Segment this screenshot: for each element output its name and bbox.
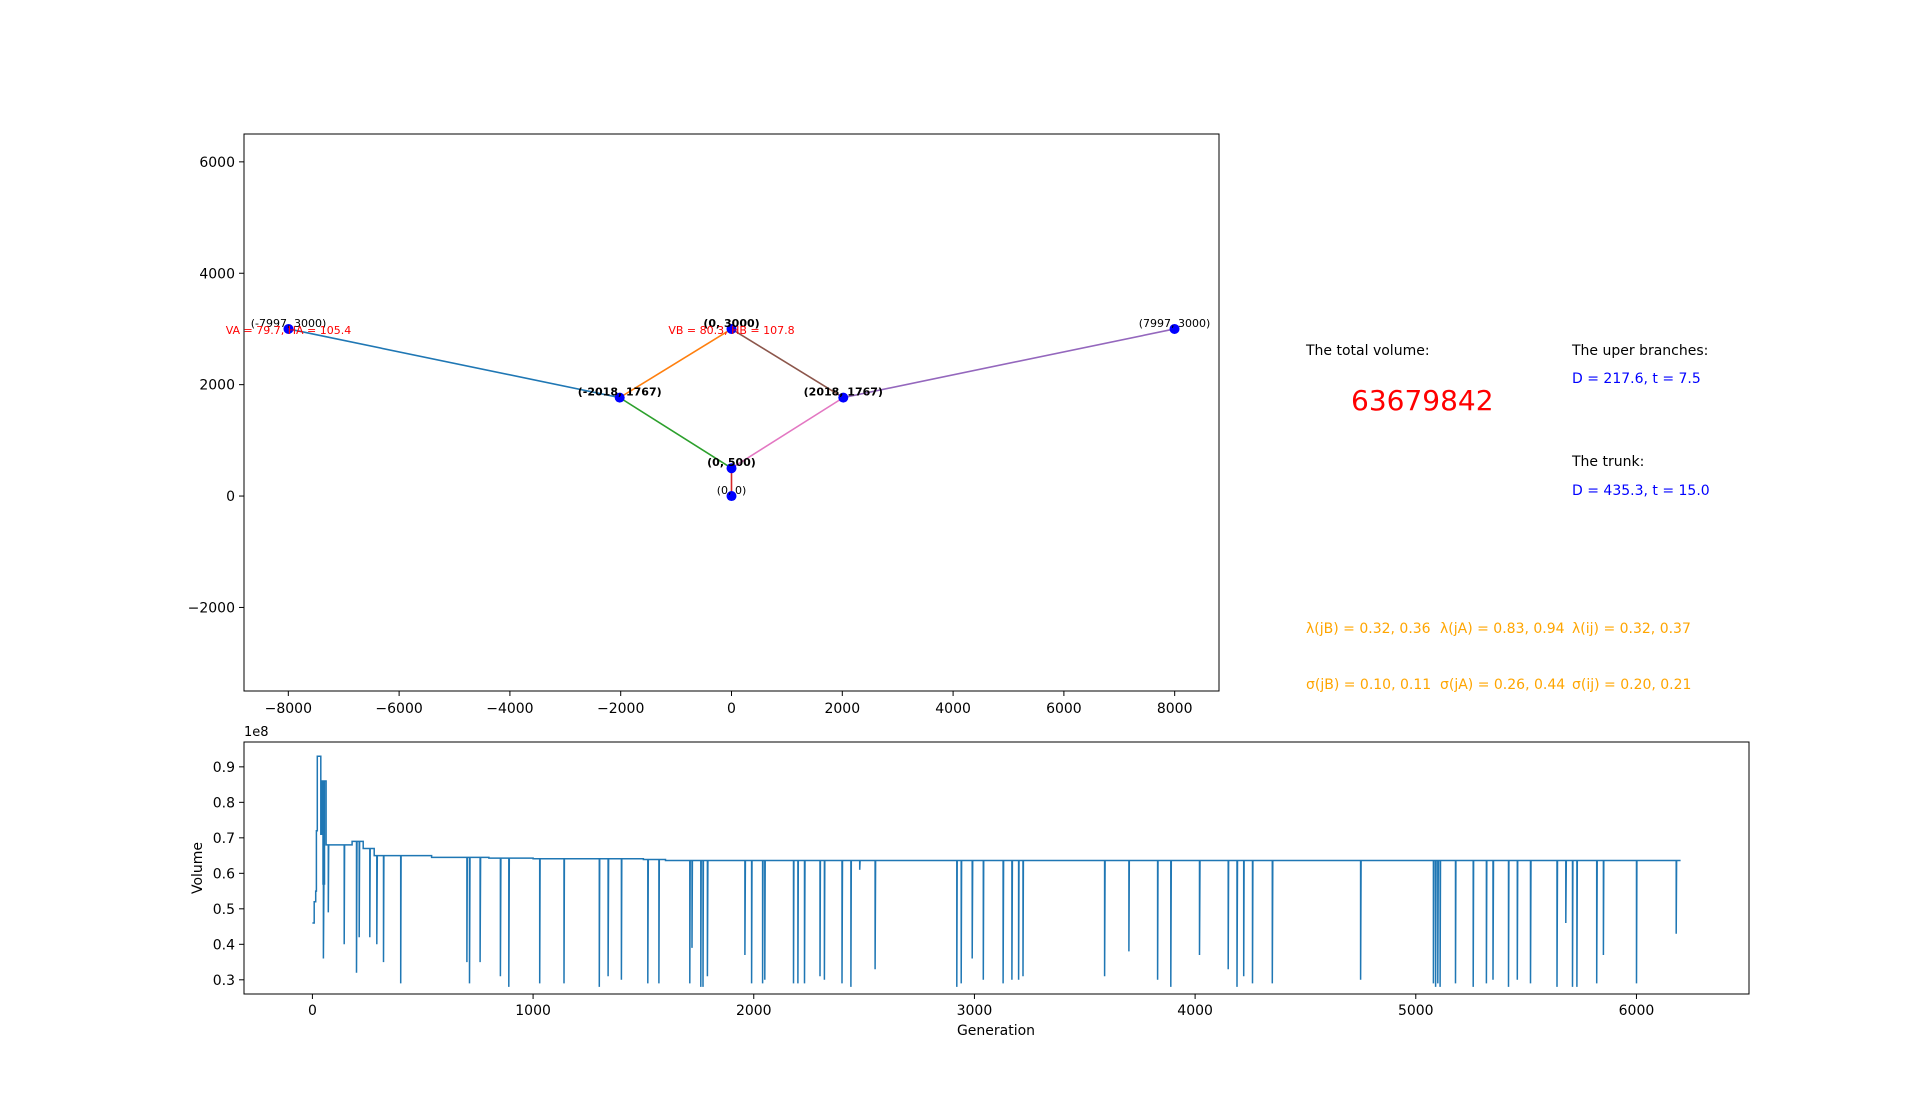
x-tick-label: 0 <box>308 1003 317 1019</box>
plot2-y-axis: 0.3 0.4 0.5 0.6 0.7 0.8 0.9 <box>213 760 244 989</box>
upper-branches-value: D = 217.6, t = 7.5 <box>1572 371 1701 387</box>
x-tick-label: 4000 <box>1177 1003 1213 1019</box>
tree-node-labels: (-7997, 3000) (0, 3000) (7997, 3000) (-2018… <box>251 317 1211 497</box>
upper-branches-label: The uper branches: <box>1572 343 1709 359</box>
y-tick-label: 0.3 <box>213 973 235 989</box>
total-volume-value: 63679842 <box>1351 384 1494 417</box>
y-tick-label: 4000 <box>199 266 235 282</box>
tree-node-label: (2018, 1767) <box>804 386 883 399</box>
y-axis-label: Volume <box>190 842 206 894</box>
x-tick-label: 0 <box>727 701 736 717</box>
y-tick-label: 0.4 <box>213 937 235 953</box>
trunk-value: D = 435.3, t = 15.0 <box>1572 483 1710 499</box>
branch-annotation: VA = 79.7, HA = 105.4 <box>226 324 352 337</box>
tree-edge <box>843 328 1175 399</box>
tree-edge <box>288 328 620 399</box>
tree-node-point <box>726 463 737 474</box>
x-axis-label: Generation <box>957 1023 1035 1039</box>
tree-annotations: VA = 79.7, HA = 105.4 VB = 80.3, HB = 107… <box>226 324 795 337</box>
x-tick-label: −6000 <box>375 701 422 717</box>
x-tick-label: −8000 <box>265 701 312 717</box>
tree-edge <box>731 328 844 399</box>
y-tick-label: 0.8 <box>213 795 235 811</box>
tree-node-point <box>283 323 294 334</box>
tree-nodes <box>283 323 1180 502</box>
lambda-ij: λ(ij) = 0.32, 0.37 <box>1572 621 1691 637</box>
plot1-frame <box>243 133 1220 692</box>
tree-node-point <box>726 323 737 334</box>
x-tick-label: 1000 <box>515 1003 551 1019</box>
tree-node-point <box>838 392 849 403</box>
volume-series-line <box>312 755 1681 987</box>
total-volume-label: The total volume: <box>1306 343 1430 359</box>
tree-node-point <box>1169 323 1180 334</box>
tree-node-label: (0, 0) <box>717 484 747 497</box>
plot1-y-axis: −2000 0 2000 4000 6000 <box>188 155 244 616</box>
tree-edge <box>619 328 732 399</box>
x-tick-label: 6000 <box>1619 1003 1655 1019</box>
plot2-x-axis: 0 1000 2000 3000 4000 5000 6000 <box>308 994 1654 1019</box>
tree-edge <box>731 396 844 469</box>
sigma-jA: σ(jA) = 0.26, 0.44 <box>1440 677 1566 693</box>
y-tick-label: 0.7 <box>213 831 235 847</box>
y-tick-label: 0.6 <box>213 866 235 882</box>
x-tick-label: 3000 <box>957 1003 993 1019</box>
lambda-jB: λ(jB) = 0.32, 0.36 <box>1306 621 1431 637</box>
x-tick-label: −4000 <box>486 701 533 717</box>
tree-node-label: (-2018, 1767) <box>578 386 662 399</box>
y-tick-label: 0.5 <box>213 902 235 918</box>
sigma-ij: σ(ij) = 0.20, 0.21 <box>1572 677 1692 693</box>
y-tick-label: −2000 <box>188 600 235 616</box>
y-tick-label: 6000 <box>199 155 235 171</box>
x-tick-label: 8000 <box>1157 701 1193 717</box>
tree-node-point <box>726 491 737 502</box>
plot2-frame <box>243 741 1750 995</box>
x-tick-label: 5000 <box>1398 1003 1434 1019</box>
x-tick-label: −2000 <box>597 701 644 717</box>
tree-network-plot: (-7997, 3000) (0, 3000) (7997, 3000) (-2018… <box>188 133 1220 717</box>
y-offset-text: 1e8 <box>244 725 269 740</box>
tree-edges <box>288 328 1175 497</box>
y-tick-label: 0 <box>226 489 235 505</box>
x-tick-label: 2000 <box>824 701 860 717</box>
sigma-jB: σ(jB) = 0.10, 0.11 <box>1306 677 1432 693</box>
tree-node-label: (0, 500) <box>707 456 756 469</box>
y-tick-label: 2000 <box>199 378 235 394</box>
trunk-label: The trunk: <box>1572 454 1645 470</box>
x-tick-label: 2000 <box>736 1003 772 1019</box>
x-tick-label: 4000 <box>935 701 971 717</box>
plot1-x-axis: −8000 −6000 −4000 −2000 0 2000 4000 6000 8000 <box>265 691 1193 717</box>
volume-history-plot: 0 1000 2000 3000 4000 5000 6000 0.30.40.50.60.… <box>190 725 1750 1039</box>
y-tick-label: 0.9 <box>213 760 235 776</box>
tree-node-label: (0, 3000) <box>703 317 759 330</box>
tree-node-point <box>614 392 625 403</box>
tree-node-label: (-7997, 3000) <box>251 317 327 330</box>
tree-edge <box>619 396 732 469</box>
branch-annotation: VB = 80.3, HB = 107.8 <box>668 324 794 337</box>
lambda-jA: λ(jA) = 0.83, 0.94 <box>1440 621 1565 637</box>
tree-node-label: (7997, 3000) <box>1139 317 1211 330</box>
x-tick-label: 6000 <box>1046 701 1082 717</box>
